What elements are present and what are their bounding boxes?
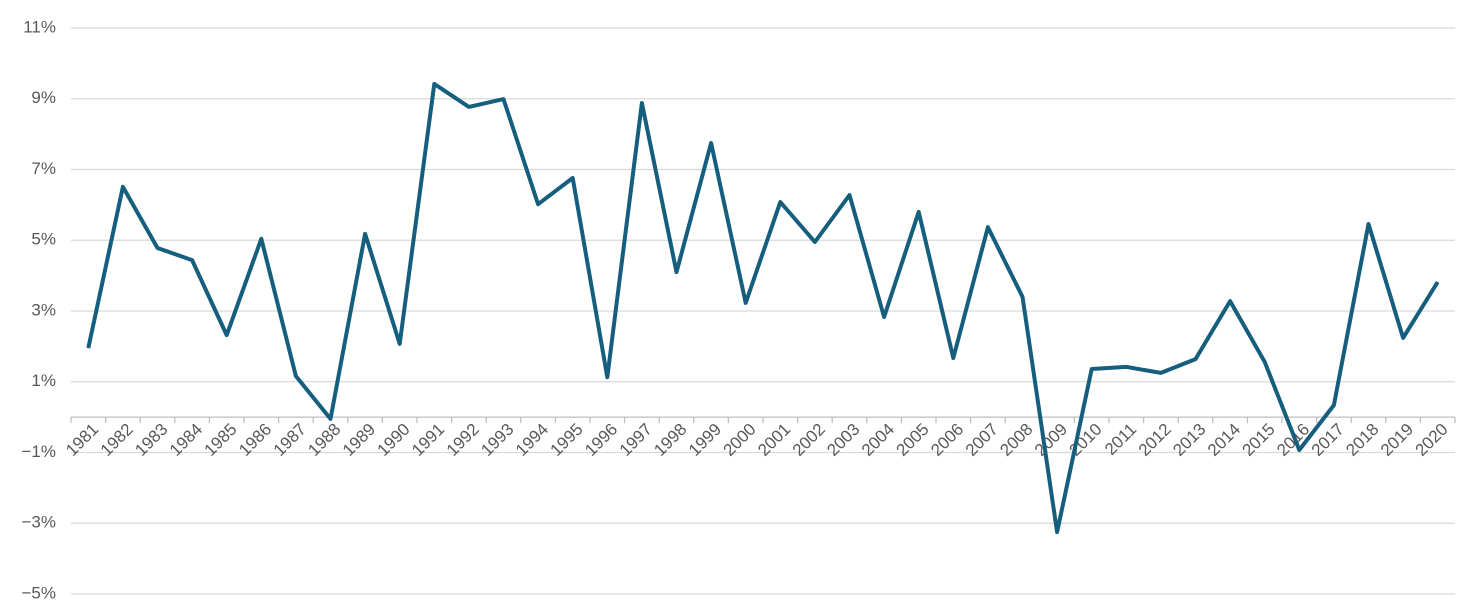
x-tick-label: 2014 [1204, 420, 1244, 460]
y-tick-label: −1% [22, 442, 57, 461]
x-tick-label: 2015 [1239, 420, 1279, 460]
x-tick-label: 1994 [512, 420, 552, 460]
y-tick-label: 7% [31, 159, 56, 178]
x-tick-label: 1981 [62, 420, 102, 460]
x-tick-label: 1990 [374, 420, 414, 460]
x-tick-label: 2004 [858, 420, 898, 460]
x-tick-label: 1996 [581, 420, 621, 460]
x-tick-label: 2020 [1412, 420, 1452, 460]
x-tick-label: 2009 [1031, 420, 1071, 460]
x-tick-label: 2008 [996, 420, 1036, 460]
y-tick-label: 11% [23, 17, 56, 36]
x-tick-label: 1992 [443, 420, 483, 460]
x-tick-label: 1998 [650, 420, 690, 460]
x-tick-label: 2007 [962, 420, 1002, 460]
x-tick-label: 2006 [927, 420, 967, 460]
x-tick-label: 1985 [201, 420, 241, 460]
x-tick-label: 2002 [789, 420, 829, 460]
x-tick-label: 1986 [235, 420, 275, 460]
x-tick-label: 1983 [131, 420, 171, 460]
x-tick-label: 2012 [1135, 420, 1175, 460]
x-tick-label: 2000 [720, 420, 760, 460]
x-tick-label: 2018 [1342, 420, 1382, 460]
x-tick-label: 1987 [270, 420, 310, 460]
x-tick-label: 2005 [893, 420, 933, 460]
x-tick-label: 1999 [685, 420, 725, 460]
y-tick-label: −5% [22, 583, 57, 602]
x-tick-label: 2017 [1308, 420, 1348, 460]
y-tick-label: 1% [31, 371, 56, 390]
x-tick-label: 2001 [754, 420, 794, 460]
x-tick-label: 1995 [547, 420, 587, 460]
x-tick-label: 2013 [1169, 420, 1209, 460]
x-tick-label: 1991 [408, 420, 448, 460]
x-tick-label: 1988 [304, 420, 344, 460]
x-tick-label: 1989 [339, 420, 379, 460]
y-tick-label: 3% [31, 300, 56, 319]
x-tick-label: 1993 [477, 420, 517, 460]
data-line [86, 81, 1440, 535]
x-tick-label: 2003 [823, 420, 863, 460]
x-tick-label: 1997 [616, 420, 656, 460]
x-tick-label: 1984 [166, 420, 206, 460]
x-tick-label: 2010 [1066, 420, 1106, 460]
x-tick-label: 1982 [97, 420, 137, 460]
y-tick-label: 9% [31, 88, 56, 107]
y-tick-label: −3% [22, 513, 57, 532]
y-tick-label: 5% [31, 230, 56, 249]
x-tick-label: 2019 [1377, 420, 1417, 460]
